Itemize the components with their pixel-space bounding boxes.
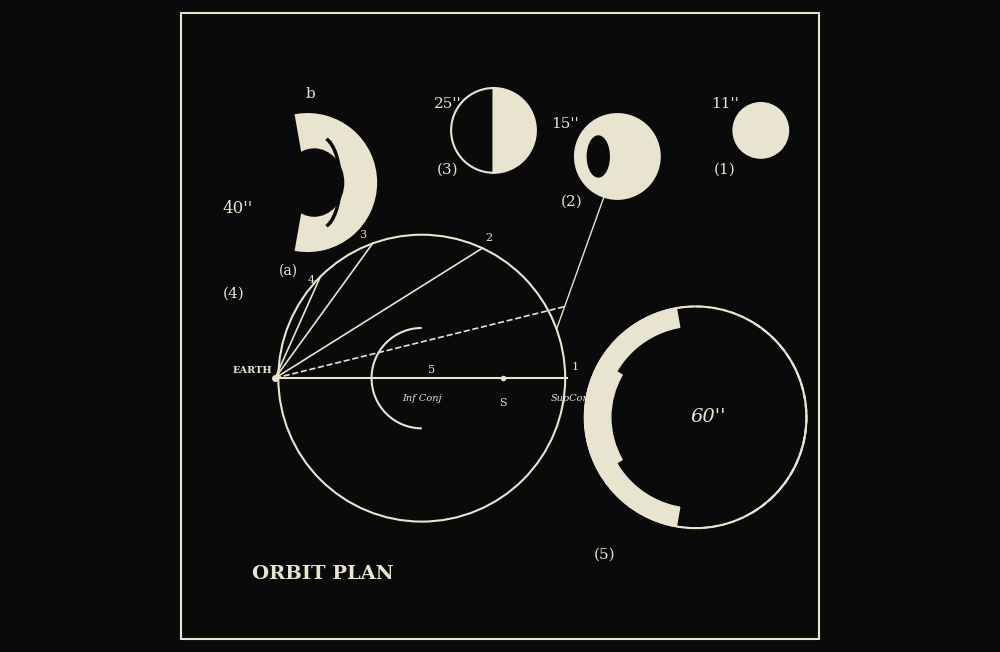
Text: 40'': 40'' <box>223 200 253 217</box>
Text: 1: 1 <box>572 362 579 372</box>
Text: 2: 2 <box>486 233 493 243</box>
Circle shape <box>733 103 788 158</box>
Text: ORBIT PLAN: ORBIT PLAN <box>252 565 394 583</box>
Wedge shape <box>451 88 493 173</box>
Text: 15'': 15'' <box>551 117 579 131</box>
Text: Inf Conj: Inf Conj <box>402 394 442 404</box>
Circle shape <box>575 114 660 199</box>
Text: EARTH: EARTH <box>232 366 272 375</box>
Text: 4: 4 <box>308 275 315 285</box>
Text: (a): (a) <box>279 264 298 278</box>
Wedge shape <box>493 88 536 173</box>
Text: (5): (5) <box>594 547 615 561</box>
Text: 3: 3 <box>359 230 366 240</box>
Wedge shape <box>296 114 376 251</box>
Text: 5: 5 <box>428 365 435 375</box>
Text: 11'': 11'' <box>711 97 739 111</box>
Ellipse shape <box>587 135 610 177</box>
Text: SupConj: SupConj <box>551 394 593 404</box>
Text: (4): (4) <box>223 286 245 301</box>
Text: (3): (3) <box>437 162 459 177</box>
Polygon shape <box>585 308 680 526</box>
Text: (2): (2) <box>561 195 583 209</box>
Ellipse shape <box>284 148 344 216</box>
Text: b: b <box>306 87 316 101</box>
Text: 25'': 25'' <box>434 97 462 111</box>
Text: S: S <box>499 398 507 408</box>
Text: (1): (1) <box>714 162 736 177</box>
Text: 60'': 60'' <box>691 408 726 426</box>
Wedge shape <box>585 362 622 473</box>
